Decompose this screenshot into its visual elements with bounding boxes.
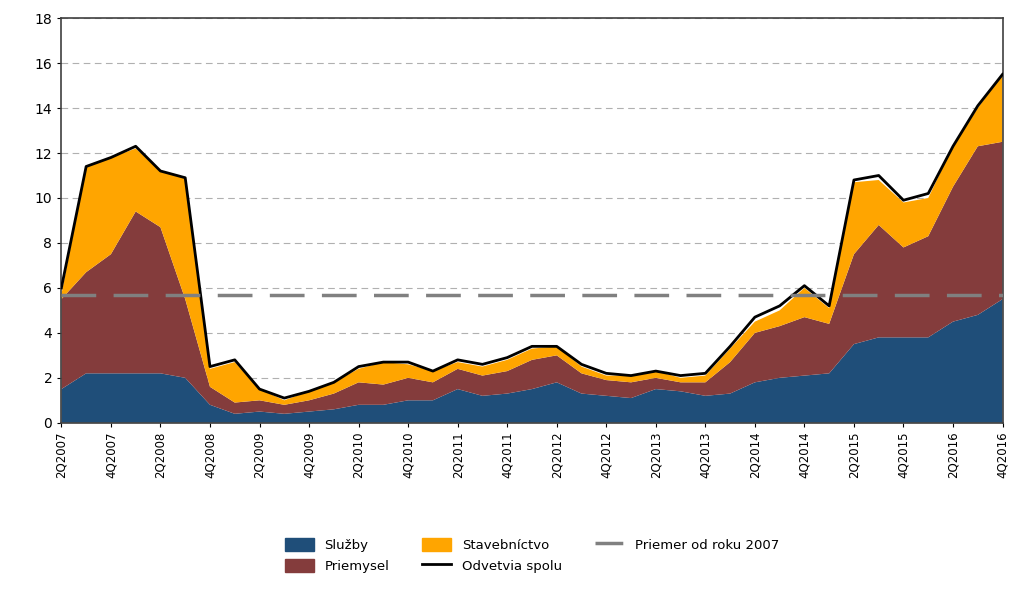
Legend: Služby, Priemysel, Stavebníctvo, Odvetvia spolu, Priemer od roku 2007: Služby, Priemysel, Stavebníctvo, Odvetvi…	[279, 533, 785, 578]
